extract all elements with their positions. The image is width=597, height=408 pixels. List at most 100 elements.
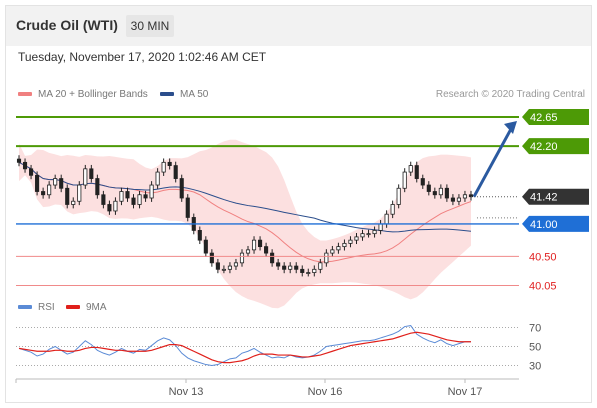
candle-body — [22, 161, 28, 170]
candle — [47, 181, 52, 199]
candle — [366, 229, 371, 238]
candle — [258, 236, 263, 251]
last-price-label: 41.42 — [530, 192, 558, 204]
pivot-tag — [522, 215, 589, 232]
candle — [239, 249, 245, 267]
last-price-tag — [522, 188, 589, 205]
candle — [197, 226, 202, 245]
candle — [35, 171, 40, 196]
candle-body — [426, 184, 431, 192]
legend-ma50-label: MA 50 — [180, 89, 209, 100]
candle-body — [414, 165, 419, 179]
candle-body — [16, 158, 22, 163]
candle-body — [203, 239, 208, 254]
candle — [137, 190, 142, 209]
candle — [53, 174, 58, 189]
legend-bollinger: MA 20 + Bollinger Bands — [18, 89, 148, 100]
candle-body — [149, 184, 154, 199]
candle-body — [336, 246, 341, 251]
candle-body — [131, 197, 136, 205]
candle-body — [312, 268, 317, 273]
candle-body — [89, 168, 94, 179]
resistance-tag — [522, 138, 589, 155]
candle — [77, 181, 82, 206]
support-label: 40.50 — [529, 251, 557, 263]
candle — [372, 226, 377, 238]
research-credit: Research © 2020 Trading Central — [435, 89, 585, 100]
candle — [221, 265, 226, 274]
candle — [270, 249, 275, 267]
candle — [173, 161, 178, 183]
candle-body — [378, 223, 383, 231]
candle — [336, 242, 341, 254]
candle-body — [390, 204, 395, 215]
chart-datetime: Tuesday, November 17, 2020 1:02:46 AM CE… — [18, 50, 267, 64]
candle-body — [119, 191, 124, 202]
candle-body — [215, 262, 220, 270]
candle — [330, 245, 335, 257]
candle-body — [306, 272, 311, 274]
candle-body — [209, 252, 214, 264]
candle — [414, 161, 419, 183]
candle-body — [330, 249, 335, 254]
candle-body — [233, 262, 239, 267]
candle-body — [360, 233, 365, 238]
candle — [155, 168, 160, 189]
candle — [432, 187, 437, 199]
candle — [342, 239, 347, 251]
candle — [456, 194, 461, 206]
rsi-tick-label: 50 — [529, 342, 541, 354]
candle — [22, 158, 28, 173]
candle — [179, 174, 184, 202]
candle-body — [137, 194, 142, 205]
candle — [396, 184, 401, 209]
candle-body — [53, 178, 58, 186]
legend-rsi-label: RSI — [38, 302, 55, 313]
candle — [245, 245, 251, 257]
candle — [450, 194, 455, 206]
candle-body — [179, 178, 184, 199]
candle — [288, 262, 293, 274]
candle — [95, 174, 100, 199]
candle — [167, 158, 172, 170]
candle-body — [348, 239, 353, 244]
candle — [71, 197, 76, 209]
candle-body — [35, 174, 40, 192]
candle-body — [420, 178, 425, 186]
candle-body — [41, 191, 46, 196]
candle — [215, 258, 220, 274]
candle-body — [270, 252, 275, 264]
ma9-swatch — [66, 305, 80, 310]
candle-body — [29, 168, 34, 176]
candle-body — [155, 171, 160, 186]
candle — [300, 265, 305, 277]
candle — [143, 190, 148, 202]
candle-body — [47, 184, 52, 196]
candle — [149, 181, 154, 202]
rsi-swatch — [18, 305, 32, 310]
candle-body — [239, 252, 245, 264]
candle — [426, 181, 431, 196]
candle-body — [456, 197, 461, 202]
candle — [444, 184, 449, 202]
candle-body — [173, 165, 178, 179]
candle-body — [258, 239, 263, 248]
candle-body — [95, 178, 100, 196]
candle-body — [59, 178, 64, 189]
chart-header — [6, 6, 591, 46]
legend-rsi: RSI — [18, 302, 55, 313]
candle-body — [282, 265, 287, 270]
candle — [264, 242, 269, 257]
candle — [83, 164, 88, 189]
timeframe-badge[interactable]: 30 MIN — [126, 15, 174, 37]
candle-body — [125, 191, 130, 199]
candle — [402, 168, 407, 193]
candle-body — [71, 200, 76, 205]
candle — [318, 258, 323, 274]
pivot-label: 41.00 — [530, 219, 558, 231]
candle — [282, 262, 287, 274]
candle-body — [197, 230, 202, 241]
candle-body — [83, 168, 88, 186]
candle-body — [384, 213, 389, 225]
